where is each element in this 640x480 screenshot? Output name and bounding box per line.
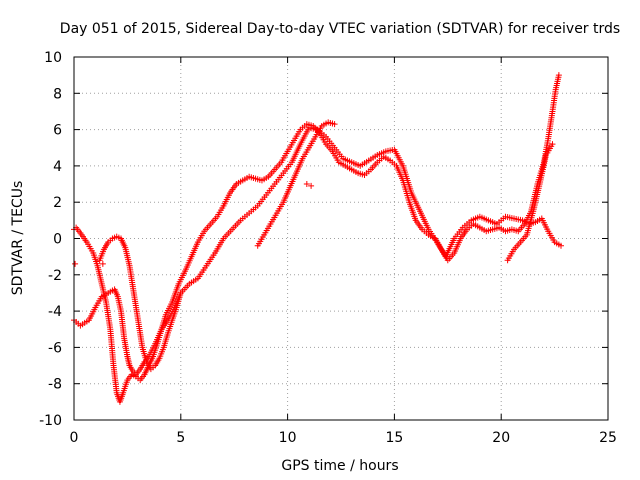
y-tick-label: -6 (48, 340, 62, 356)
y-tick-labels: -10 -8 -6 -4 -2 0 2 4 6 8 10 (39, 50, 62, 429)
x-tick-labels: 0 5 10 15 20 25 (70, 430, 617, 446)
plot-frame (73, 56, 609, 421)
x-tick-label: 10 (279, 430, 297, 446)
x-tick-label: 20 (492, 430, 510, 446)
track-e-point (549, 141, 556, 148)
isolated-point (72, 260, 79, 267)
track-b-point (555, 72, 562, 79)
y-tick-label: -2 (48, 268, 62, 284)
track-d-point (331, 121, 338, 128)
track-c-point (177, 289, 184, 296)
y-tick-label: -10 (39, 413, 62, 429)
y-tick-label: 6 (53, 123, 62, 139)
y-axis-label: SDTVAR / TECUs (10, 181, 26, 296)
isolated-point (99, 260, 106, 267)
isolated-point (303, 181, 310, 188)
y-tick-label: -4 (48, 304, 62, 320)
track-a-point (558, 242, 565, 249)
y-tick-label: 4 (53, 159, 62, 175)
x-tick-label: 0 (70, 430, 79, 446)
x-axis-label: GPS time / hours (281, 458, 398, 474)
x-tick-label: 5 (176, 430, 185, 446)
chart-title: Day 051 of 2015, Sidereal Day-to-day VTE… (60, 21, 620, 37)
x-tick-label: 25 (599, 430, 617, 446)
y-tick-label: 8 (53, 86, 62, 102)
data-points (71, 72, 565, 405)
y-tick-label: 2 (53, 195, 62, 211)
y-tick-label: 10 (44, 50, 62, 66)
y-tick-label: -8 (48, 377, 62, 393)
y-tick-label: 0 (53, 232, 62, 248)
x-tick-label: 15 (385, 430, 403, 446)
isolated-point (308, 182, 315, 189)
